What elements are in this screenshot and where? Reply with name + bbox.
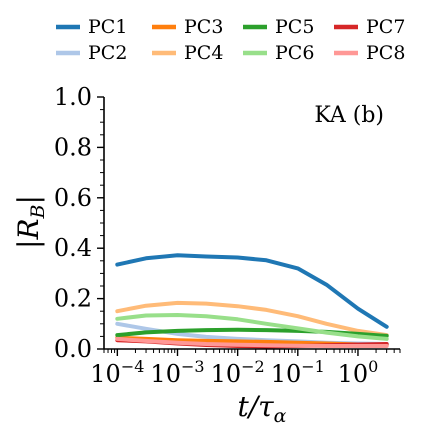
y-tick-label: 0.8 — [54, 133, 92, 161]
legend-label-pc3: PC3 — [184, 16, 223, 38]
legend-label-pc4: PC4 — [184, 42, 223, 64]
x-tick-label: 10−1 — [271, 357, 325, 388]
x-tick-label: 10−2 — [211, 357, 265, 388]
y-axis-label-main: |R — [12, 218, 45, 249]
legend-label-pc1: PC1 — [88, 16, 127, 38]
legend: PC1 PC2 PC3 PC4 PC5 PC6 PC7 PC8 — [56, 16, 405, 64]
x-tick-label: 10−3 — [150, 357, 204, 388]
series-line-pc1 — [115, 253, 389, 329]
x-axis-ticks: 10−4 10−3 10−2 10−1 100 — [90, 349, 401, 388]
legend-label-pc2: PC2 — [88, 42, 127, 64]
y-axis-label-close: | — [12, 195, 45, 204]
y-axis-label-subscript: B — [27, 204, 49, 219]
y-tick-label: 1.0 — [54, 83, 92, 111]
y-tick-label: 0.0 — [54, 335, 92, 363]
x-axis-label: t/τα — [237, 390, 286, 427]
y-tick-label: 0.2 — [54, 285, 92, 313]
series-line-pc4 — [115, 300, 389, 338]
legend-label-pc7: PC7 — [366, 16, 405, 38]
legend-label-pc8: PC8 — [366, 42, 405, 64]
y-tick-label: 0.6 — [54, 184, 92, 212]
x-tick-label: 100 — [338, 357, 379, 388]
legend-label-pc6: PC6 — [275, 42, 314, 64]
y-axis-ticks: 0.0 0.2 0.4 0.6 0.8 1.0 — [54, 83, 104, 363]
x-axis-label-main: t/τ — [237, 390, 274, 423]
series-line-pc8 — [115, 336, 389, 348]
y-tick-label: 0.4 — [54, 234, 92, 262]
series-line-pc6 — [115, 313, 389, 341]
x-axis-label-subscript: α — [274, 405, 287, 427]
y-axis-label: |RB| — [12, 195, 49, 249]
x-tick-label: 10−4 — [90, 357, 144, 388]
legend-label-pc5: PC5 — [275, 16, 314, 38]
chart-annotation: KA (b) — [314, 103, 384, 128]
series-lines — [115, 253, 389, 349]
plot-area: 0.0 0.2 0.4 0.6 0.8 1.0 10−4 10−3 10−2 10−1 100 — [54, 83, 401, 388]
